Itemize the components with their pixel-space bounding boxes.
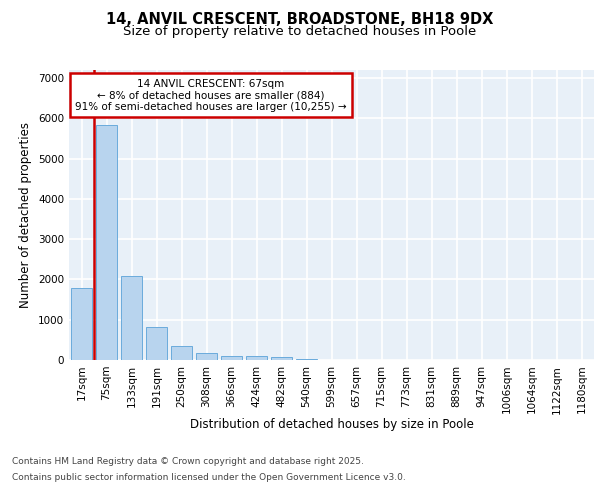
Text: Size of property relative to detached houses in Poole: Size of property relative to detached ho… xyxy=(124,25,476,38)
Bar xyxy=(96,125,117,360)
Text: Contains public sector information licensed under the Open Government Licence v3: Contains public sector information licen… xyxy=(12,472,406,482)
Bar xyxy=(71,288,92,360)
Bar xyxy=(246,356,267,360)
Bar xyxy=(196,352,217,360)
Text: 14, ANVIL CRESCENT, BROADSTONE, BH18 9DX: 14, ANVIL CRESCENT, BROADSTONE, BH18 9DX xyxy=(106,12,494,28)
Bar xyxy=(271,358,292,360)
Y-axis label: Number of detached properties: Number of detached properties xyxy=(19,122,32,308)
Text: Contains HM Land Registry data © Crown copyright and database right 2025.: Contains HM Land Registry data © Crown c… xyxy=(12,458,364,466)
Bar xyxy=(296,359,317,360)
Text: 14 ANVIL CRESCENT: 67sqm
← 8% of detached houses are smaller (884)
91% of semi-d: 14 ANVIL CRESCENT: 67sqm ← 8% of detache… xyxy=(75,78,347,112)
Bar xyxy=(146,327,167,360)
Bar xyxy=(121,276,142,360)
X-axis label: Distribution of detached houses by size in Poole: Distribution of detached houses by size … xyxy=(190,418,473,431)
Bar xyxy=(221,356,242,360)
Bar xyxy=(171,346,192,360)
